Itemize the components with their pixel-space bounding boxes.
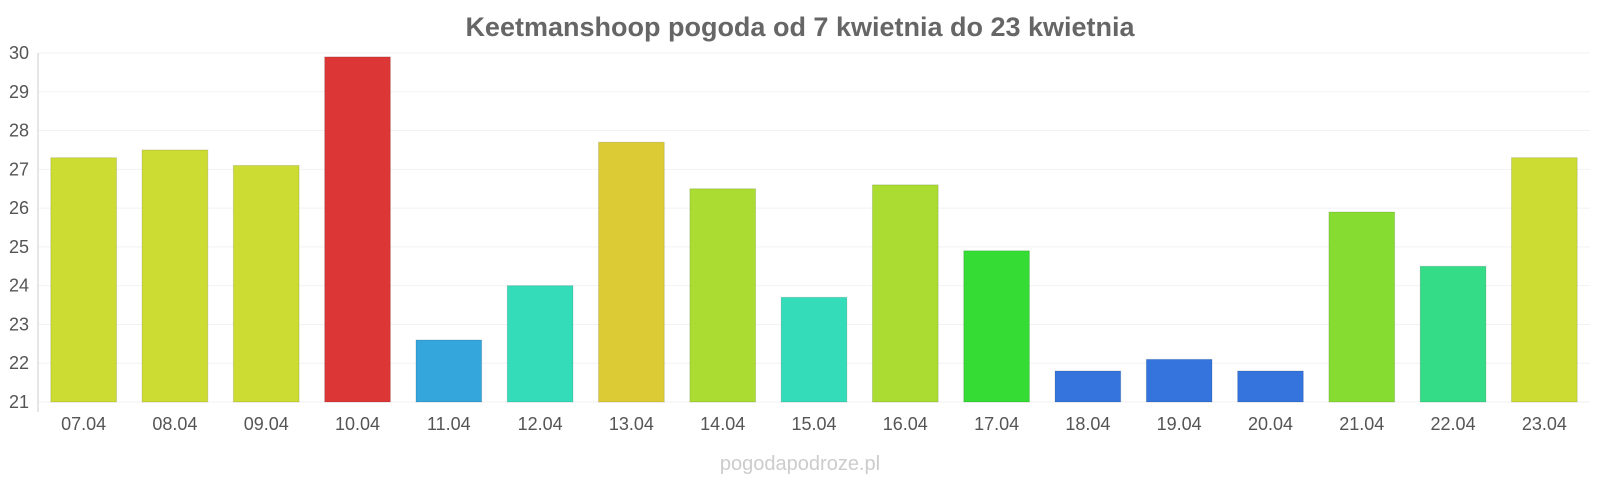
bar-08.04	[141, 149, 209, 403]
chart-title: Keetmanshoop pogoda od 7 kwietnia do 23 …	[465, 12, 1135, 42]
bar-21.04	[1328, 211, 1396, 403]
x-axis-ticks: 07.04 08.04 09.04 10.04 11.04 12.04 13.04 14.04…	[61, 414, 1567, 434]
x-tick-label: 19.04	[1157, 414, 1202, 434]
x-tick-label: 17.04	[974, 414, 1019, 434]
x-tick-label: 20.04	[1248, 414, 1293, 434]
y-tick-label: 25	[9, 237, 29, 257]
bar-20.04	[1237, 370, 1304, 403]
x-tick-label: 07.04	[61, 414, 106, 434]
x-tick-label: 23.04	[1522, 414, 1567, 434]
bar-12.04	[506, 285, 574, 403]
bar-23.04	[1510, 157, 1578, 403]
bar-09.04	[232, 164, 300, 403]
bars	[50, 56, 1578, 403]
y-tick-label: 21	[9, 392, 29, 412]
x-tick-label: 16.04	[883, 414, 928, 434]
y-axis-ticks: 21 22 23 24 25 26 27 28 29 30	[9, 43, 29, 412]
x-tick-label: 09.04	[244, 414, 289, 434]
x-tick-label: 14.04	[700, 414, 745, 434]
bar-17.04	[963, 250, 1030, 403]
x-tick-label: 12.04	[518, 414, 563, 434]
y-tick-label: 29	[9, 82, 29, 102]
x-tick-label: 21.04	[1339, 414, 1384, 434]
watermark-text: pogodapodroze.pl	[720, 453, 880, 475]
x-tick-label: 08.04	[152, 414, 197, 434]
bar-13.04	[598, 141, 665, 403]
y-tick-label: 24	[9, 276, 29, 296]
x-tick-label: 11.04	[427, 414, 471, 434]
bar-18.04	[1054, 370, 1122, 403]
y-tick-label: 30	[9, 43, 29, 63]
x-tick-label: 13.04	[609, 414, 654, 434]
bar-19.04	[1145, 358, 1213, 403]
x-tick-label: 10.04	[335, 414, 380, 434]
bar-15.04	[780, 296, 848, 403]
bar-14.04	[689, 188, 757, 403]
x-tick-label: 15.04	[791, 414, 836, 434]
y-tick-label: 23	[9, 314, 29, 334]
y-tick-label: 28	[9, 121, 29, 141]
y-tick-label: 27	[9, 159, 29, 179]
bar-11.04	[415, 339, 483, 403]
x-tick-label: 22.04	[1431, 414, 1476, 434]
bar-10.04	[324, 56, 391, 403]
bar-16.04	[871, 184, 939, 403]
y-tick-label: 22	[9, 353, 29, 373]
x-tick-label: 18.04	[1065, 414, 1110, 434]
y-tick-label: 26	[9, 198, 29, 218]
bar-22.04	[1419, 265, 1487, 403]
bar-07.04	[50, 157, 118, 403]
